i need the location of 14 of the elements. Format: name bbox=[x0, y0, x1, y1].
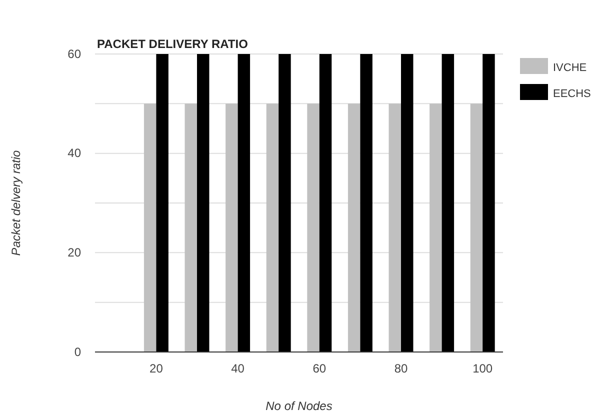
y-tick-label: 20 bbox=[68, 246, 82, 260]
x-tick-label: 60 bbox=[312, 362, 326, 376]
y-axis-title: Packet delvery ratio bbox=[9, 150, 23, 256]
legend-label: EECHS bbox=[553, 88, 591, 100]
y-tick-label: 60 bbox=[68, 46, 82, 61]
legend-label: IVCHE bbox=[553, 62, 587, 74]
x-tick-label: 100 bbox=[472, 362, 493, 376]
x-axis-title: No of Nodes bbox=[266, 399, 332, 413]
x-tick-label: 20 bbox=[150, 362, 164, 376]
chart-title: PACKET DELIVERY RATIO bbox=[97, 37, 248, 51]
x-tick-label: 80 bbox=[394, 362, 408, 376]
x-tick-label: 40 bbox=[231, 362, 245, 376]
y-tick-label: 40 bbox=[68, 146, 82, 160]
y-tick-label: 0 bbox=[74, 344, 82, 359]
